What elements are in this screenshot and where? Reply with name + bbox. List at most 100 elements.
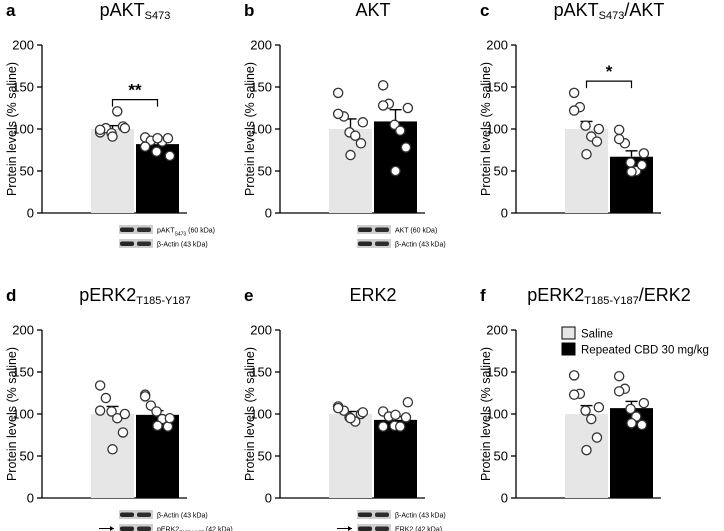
- data-point: [119, 122, 131, 134]
- bar-saline: [565, 414, 608, 498]
- y-tick-label: 100: [486, 407, 508, 422]
- panel-title: pAKTS473/AKT: [554, 0, 665, 22]
- data-point: [332, 402, 344, 414]
- blot-label: β-Actin (43 kDa): [157, 513, 208, 520]
- blot-band: [137, 512, 151, 517]
- y-tick-label: 50: [494, 449, 508, 464]
- blot-lane-bg: [357, 524, 391, 531]
- data-point: [349, 130, 361, 141]
- data-point: [613, 370, 625, 382]
- blot-label: pAKTS473 (60 kDa): [157, 228, 215, 238]
- data-point: [162, 132, 174, 144]
- y-tick-label: 100: [12, 407, 34, 422]
- y-axis-label: Protein levels (% saline): [5, 347, 19, 481]
- panel-title: pAKTS473: [100, 0, 171, 22]
- y-tick-label: 0: [265, 491, 272, 506]
- y-tick-label: 0: [27, 491, 34, 506]
- data-point: [151, 406, 162, 417]
- panel-title: pERK2T185-Y187: [79, 285, 190, 307]
- y-tick-label: 0: [501, 206, 508, 221]
- data-point: [568, 105, 580, 116]
- data-point: [400, 412, 412, 423]
- y-tick-label: 150: [486, 365, 508, 380]
- blot-band: [137, 241, 151, 246]
- y-tick-label: 150: [250, 365, 272, 380]
- data-point: [94, 124, 106, 136]
- y-tick-label: 150: [486, 80, 508, 95]
- data-point: [394, 421, 406, 432]
- data-point: [613, 133, 625, 145]
- panel-title: ERK2: [349, 285, 396, 305]
- blot-lane-bg: [119, 239, 153, 248]
- legend: Saline Repeated CBD 30 mg/kg: [561, 326, 709, 357]
- data-point: [162, 421, 174, 432]
- y-tick-label: 50: [20, 449, 34, 464]
- y-tick-label: 200: [250, 323, 272, 338]
- y-tick-label: 50: [258, 164, 272, 179]
- data-point: [591, 432, 603, 443]
- arrow-head: [348, 526, 352, 531]
- y-axis-label: Protein levels (% saline): [479, 62, 493, 196]
- blot-label: β-Actin (43 kDa): [395, 513, 446, 520]
- data-point: [152, 132, 163, 144]
- panel-letter: e: [244, 286, 253, 305]
- data-point: [139, 141, 151, 152]
- blot-band: [358, 227, 372, 232]
- y-tick-label: 200: [486, 323, 508, 338]
- y-tick-label: 100: [250, 407, 272, 422]
- legend-label: Saline: [581, 329, 613, 341]
- data-point: [390, 409, 401, 421]
- blot-band: [358, 241, 372, 246]
- bar-saline: [91, 414, 134, 498]
- blot-band: [120, 526, 134, 531]
- blot-label: pERK2T185-Y187 (42 kDa): [157, 527, 233, 531]
- legend-swatch: [561, 342, 576, 356]
- data-point: [357, 117, 369, 128]
- data-point: [638, 397, 650, 409]
- y-tick-label: 0: [27, 206, 34, 221]
- bar-saline: [329, 414, 372, 498]
- significance-marker: *: [606, 62, 613, 81]
- blot-band: [375, 526, 389, 531]
- panel-letter: f: [480, 286, 486, 305]
- blot-band: [375, 241, 389, 246]
- data-point: [591, 136, 603, 147]
- panel-letter: b: [244, 1, 254, 20]
- y-tick-label: 150: [12, 365, 34, 380]
- data-point: [377, 80, 389, 91]
- data-point: [152, 420, 163, 432]
- data-point: [355, 138, 367, 149]
- blot-label: β-Actin (43 kDa): [157, 242, 208, 249]
- significance-bracket: [111, 99, 159, 107]
- data-point: [613, 386, 625, 397]
- panel-b: b 0 50 100 150 200 Protein levels (% saline) AK…: [243, 0, 446, 249]
- data-point: [117, 427, 129, 438]
- y-tick-label: 100: [12, 122, 34, 137]
- data-point: [636, 419, 648, 431]
- significance-bracket: [585, 80, 633, 89]
- data-point: [164, 412, 176, 424]
- data-point: [400, 142, 412, 153]
- data-point: [580, 120, 591, 131]
- y-tick-label: 200: [250, 38, 272, 53]
- panel-letter: a: [6, 1, 16, 20]
- y-axis-label: Protein levels (% saline): [243, 347, 257, 481]
- data-point: [390, 165, 401, 177]
- y-tick-label: 0: [265, 206, 272, 221]
- data-point: [345, 149, 356, 161]
- data-point: [377, 421, 389, 432]
- blot-band: [120, 227, 134, 232]
- y-tick-label: 150: [12, 80, 34, 95]
- blot-band: [358, 526, 372, 531]
- y-tick-label: 100: [250, 122, 272, 137]
- y-tick-label: 0: [501, 491, 508, 506]
- panel-d: d 0 50 100 150 200 Protein levels (% saline) pE…: [5, 285, 233, 531]
- panel-e: e 0 50 100 150 200 Protein levels (% saline) ER…: [243, 285, 446, 531]
- blot-lane-bg: [119, 510, 153, 519]
- data-point: [94, 380, 106, 391]
- panel-title: pERK2T185-Y187/ERK2: [527, 285, 691, 307]
- significance-marker: **: [128, 81, 142, 100]
- blot-label: AKT (60 kDa): [395, 228, 437, 235]
- blot-band: [137, 526, 151, 531]
- bar-cbd: [374, 419, 417, 498]
